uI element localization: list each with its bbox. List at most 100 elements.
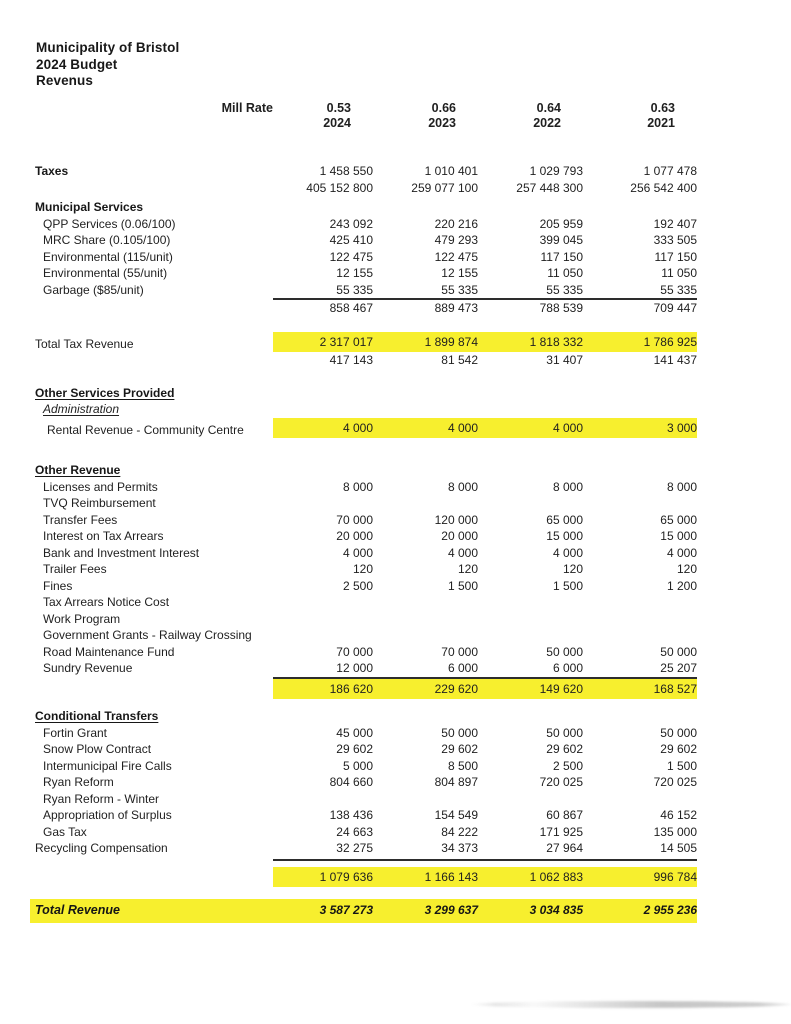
- table-row: Appropriation of Surplus 138 436 154 549 60…: [0, 807, 791, 824]
- cell-value: 46 152: [660, 808, 697, 822]
- row-label: Gas Tax: [43, 824, 87, 839]
- table-row: Garbage ($85/unit) 55 335 55 335 55 335 55 3…: [0, 282, 791, 299]
- cell-value: 1 786 925: [643, 334, 697, 349]
- row-label: Total Tax Revenue: [35, 336, 134, 351]
- row-values: 1 458 550 1 010 401 1 029 793 1 077 478: [273, 163, 697, 180]
- cell-value: 12 155: [336, 266, 373, 280]
- cell-value: 60 867: [546, 808, 583, 822]
- cell-value: 70 000: [336, 512, 373, 527]
- row-values: 804 660 804 897 720 025 720 025: [273, 774, 697, 791]
- mill-rate-header-row: Mill Rate 0.53 2024 0.66 2023 0.64 2022 …: [0, 101, 791, 131]
- row-values: 2 317 017 1 899 874 1 818 332 1 786 925: [273, 331, 697, 352]
- cell-value: 120: [352, 562, 373, 576]
- year-value-2021: 2021: [647, 116, 675, 130]
- mill-rate-value-2024: 0.53: [326, 101, 351, 115]
- cell-value: 4 000: [666, 545, 697, 560]
- table-row: Government Grants - Railway Crossing: [0, 627, 791, 644]
- cell-value: 8 000: [447, 479, 478, 494]
- cell-value: 3 000: [666, 420, 697, 435]
- cell-value: 117 150: [654, 249, 698, 264]
- row-label: Total Revenue: [35, 903, 120, 917]
- row-label: Ryan Reform - Winter: [43, 791, 160, 806]
- row-label: Municipal Services: [35, 200, 144, 214]
- row-values: 186 620 229 620 149 620 168 527: [273, 676, 697, 699]
- row-values: 122 475 122 475 117 150 117 150: [273, 249, 697, 266]
- cell-value: 141 437: [653, 353, 697, 367]
- row-values: 4 000 4 000 4 000 4 000: [273, 545, 697, 562]
- cell-value: 5 000: [342, 758, 373, 773]
- row-label: Appropriation of Surplus: [43, 808, 172, 822]
- row-values: 70 000 70 000 50 000 50 000: [273, 644, 697, 661]
- mill-rate-value-2021: 0.63: [650, 101, 675, 115]
- cell-value: 29 602: [546, 742, 583, 756]
- cell-value: 25 207: [660, 661, 697, 675]
- cell-value: 135 000: [653, 824, 697, 839]
- cell-value: 122 475: [329, 249, 373, 264]
- cell-value: 220 216: [434, 216, 478, 231]
- cell-value: 29 602: [441, 742, 478, 756]
- cell-value: 55 335: [546, 282, 583, 297]
- cell-value: 4 000: [342, 420, 373, 435]
- cell-value: 34 373: [441, 841, 478, 855]
- table-row: Snow Plow Contract 29 602 29 602 29 602 29 6…: [0, 741, 791, 758]
- row-label: Work Program: [43, 611, 121, 626]
- row-label: Environmental (115/unit): [43, 249, 173, 264]
- cell-value: 138 436: [329, 808, 373, 822]
- row-values: 120 120 120 120: [273, 561, 697, 578]
- cell-value: 24 663: [336, 824, 373, 839]
- cell-value: 3 299 637: [424, 903, 478, 917]
- table-row: Rental Revenue - Community Centre 4 000 4 …: [0, 417, 791, 438]
- cell-value: 55 335: [660, 282, 697, 297]
- cell-value: 256 542 400: [630, 180, 697, 195]
- row-label: Licenses and Permits: [43, 479, 158, 494]
- cell-value: 20 000: [441, 529, 478, 543]
- cell-value: 15 000: [546, 529, 583, 543]
- budget-table: Taxes 1 458 550 1 010 401 1 029 793 1 077 47…: [0, 163, 791, 923]
- table-row: Work Program: [0, 611, 791, 628]
- cell-value: [273, 861, 373, 862]
- row-values: 5 000 8 500 2 500 1 500: [273, 758, 697, 775]
- cell-value: 205 959: [539, 216, 583, 231]
- cell-value: 192 407: [653, 216, 697, 231]
- row-label: Intermunicipal Fire Calls: [43, 758, 172, 773]
- cell-value: 1 079 636: [319, 869, 373, 884]
- cell-value: 1 029 793: [529, 164, 583, 178]
- table-row: Recycling Compensation 32 275 34 373 27 964…: [0, 840, 791, 857]
- cell-value: 425 410: [329, 233, 373, 247]
- cell-value: 1 818 332: [529, 334, 583, 349]
- cell-value: 889 473: [434, 301, 478, 315]
- row-label: Administration: [43, 402, 120, 416]
- cell-value: 1 899 874: [424, 334, 478, 349]
- year-column-headers: 0.53 2024 0.66 2023 0.64 2022 0.63 2021: [273, 101, 697, 131]
- row-label: Garbage ($85/unit): [43, 282, 144, 297]
- cell-value: 81 542: [441, 353, 478, 367]
- year-column-2022: 0.64 2022: [478, 101, 583, 131]
- cell-value: 405 152 800: [306, 180, 373, 195]
- cell-value: 4 000: [447, 545, 478, 560]
- row-values: 417 143 81 542 31 407 141 437: [273, 352, 697, 369]
- cell-value: 50 000: [441, 725, 478, 740]
- table-row: Fortin Grant 45 000 50 000 50 000 50 000: [0, 725, 791, 742]
- cell-value: 50 000: [660, 644, 697, 659]
- table-row: Fines 2 500 1 500 1 500 1 200: [0, 578, 791, 595]
- table-row: Total Tax Revenue 2 317 017 1 899 874 1 818…: [0, 331, 791, 352]
- table-row: Ryan Reform 804 660 804 897 720 025 720 025: [0, 774, 791, 791]
- table-row: Ryan Reform - Winter: [0, 791, 791, 808]
- row-label: Environmental (55/unit): [43, 266, 168, 280]
- mill-rate-value-2022: 0.64: [536, 101, 561, 115]
- cell-value: 1 010 401: [424, 164, 478, 178]
- row-values: 29 602 29 602 29 602 29 602: [273, 741, 697, 758]
- row-values: 4 000 4 000 4 000 3 000: [273, 417, 697, 438]
- table-row: QPP Services (0.06/100) 243 092 220 216 205…: [0, 216, 791, 233]
- cell-value: 27 964: [546, 841, 583, 855]
- cell-value: 50 000: [546, 644, 583, 659]
- cell-value: 257 448 300: [516, 180, 583, 195]
- cell-value: 11 050: [547, 266, 583, 280]
- row-values: 45 000 50 000 50 000 50 000: [273, 725, 697, 742]
- table-row: Tax Arrears Notice Cost: [0, 594, 791, 611]
- row-values: 12 000 6 000 6 000 25 207: [273, 660, 697, 677]
- row-values: 2 500 1 500 1 500 1 200: [273, 578, 697, 595]
- cell-value: 55 335: [336, 282, 373, 297]
- year-column-2023: 0.66 2023: [373, 101, 478, 131]
- cell-value: 29 602: [336, 742, 373, 756]
